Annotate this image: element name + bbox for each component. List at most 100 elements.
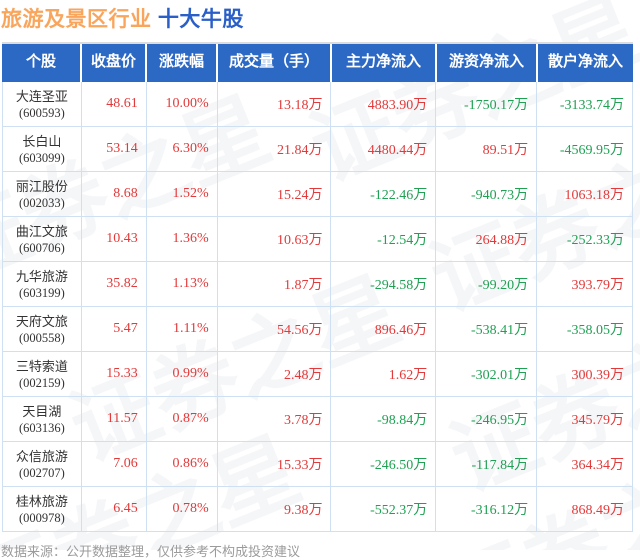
close-price: 15.33	[82, 352, 147, 396]
stock-name: 众信旅游	[15, 448, 68, 464]
main-inflow: 896.46万	[331, 307, 437, 351]
close-price: 11.57	[82, 397, 147, 441]
header-change-percent: 涨跌幅	[147, 44, 218, 82]
title-industry: 旅游及景区行业	[1, 8, 152, 31]
table-row: 九华旅游 (603199) 35.82 1.13% 1.87万 -294.58万…	[3, 262, 632, 307]
main-inflow: -122.46万	[331, 172, 437, 216]
volume: 9.38万	[218, 487, 332, 531]
hot-money-inflow: -302.01万	[436, 352, 538, 396]
table-row: 三特索道 (002159) 15.33 0.99% 2.48万 1.62万 -3…	[3, 352, 632, 397]
table-row: 天目湖 (603136) 11.57 0.87% 3.78万 -98.84万 -…	[3, 397, 632, 442]
retail-inflow: 364.34万	[571, 458, 624, 473]
close-price: 8.68	[82, 172, 147, 216]
hot-money-inflow: -538.41万	[436, 307, 538, 351]
main-inflow: -294.58万	[331, 262, 437, 306]
volume: 1.87万	[218, 262, 332, 306]
stock-cell: 丽江股份 (002033)	[3, 172, 82, 216]
stock-cell: 大连圣亚 (600593)	[3, 82, 82, 126]
volume: 54.56万	[218, 307, 332, 351]
change-percent: 0.87%	[147, 397, 218, 441]
volume: 15.24万	[218, 172, 332, 216]
stock-code: (002707)	[19, 465, 65, 480]
stock-name: 曲江文旅	[15, 223, 68, 239]
main-inflow: 1.62万	[331, 352, 437, 396]
retail-inflow: 868.49万	[571, 503, 624, 518]
stock-code: (603099)	[19, 150, 65, 165]
stock-table: 个股 收盘价 涨跌幅 成交量（手） 主力净流入 游资净流入 散户净流入 大连圣亚…	[2, 42, 633, 532]
volume: 15.33万	[218, 442, 332, 486]
change-percent: 0.99%	[147, 352, 218, 396]
table-row: 桂林旅游 (000978) 6.45 0.78% 9.38万 -552.37万 …	[3, 487, 632, 532]
hot-money-inflow: -940.73万	[436, 172, 538, 216]
retail-inflow: -252.33万	[566, 233, 624, 248]
change-percent: 1.36%	[147, 217, 218, 261]
change-percent: 0.78%	[147, 487, 218, 531]
main-inflow: 4883.90万	[331, 82, 437, 126]
retail-inflow: 393.79万	[571, 278, 624, 293]
table-header-row: 个股 收盘价 涨跌幅 成交量（手） 主力净流入 游资净流入 散户净流入	[2, 42, 633, 82]
stock-cell: 桂林旅游 (000978)	[3, 487, 82, 531]
retail-inflow: -3133.74万	[559, 98, 624, 113]
main-inflow: -246.50万	[331, 442, 437, 486]
retail-inflow: -4569.95万	[559, 143, 624, 158]
stock-code: (603136)	[19, 420, 65, 435]
stock-cell: 众信旅游 (002707)	[3, 442, 82, 486]
stock-code: (000978)	[19, 510, 65, 525]
volume: 10.63万	[218, 217, 332, 261]
change-percent: 1.11%	[147, 307, 218, 351]
close-price: 7.06	[82, 442, 147, 486]
hot-money-inflow: 264.88万	[436, 217, 538, 261]
stock-code: (002159)	[19, 375, 65, 390]
retail-inflow: 1063.18万	[564, 188, 624, 203]
change-percent: 1.52%	[147, 172, 218, 216]
change-percent: 1.13%	[147, 262, 218, 306]
retail-inflow: -358.05万	[566, 323, 624, 338]
table-row: 天府文旅 (000558) 5.47 1.11% 54.56万 896.46万 …	[3, 307, 632, 352]
stock-code: (600706)	[19, 240, 65, 255]
retail-inflow: 345.79万	[571, 413, 624, 428]
stock-name: 天府文旅	[15, 313, 68, 329]
header-retail-inflow: 散户净流入	[538, 44, 633, 82]
hot-money-inflow: -99.20万	[436, 262, 538, 306]
main-inflow: -98.84万	[331, 397, 437, 441]
stock-name: 长白山	[22, 133, 62, 149]
header-volume: 成交量（手）	[218, 44, 332, 82]
page-title: 旅游及景区行业 十大牛股	[0, 6, 640, 34]
stock-name: 三特索道	[15, 358, 68, 374]
stock-code: (000558)	[19, 330, 65, 345]
table-row: 众信旅游 (002707) 7.06 0.86% 15.33万 -246.50万…	[3, 442, 632, 487]
title-suffix: 十大牛股	[157, 8, 244, 31]
close-price: 48.61	[82, 82, 147, 126]
main-inflow: -12.54万	[331, 217, 437, 261]
volume: 13.18万	[218, 82, 332, 126]
header-close-price: 收盘价	[82, 44, 147, 82]
table-row: 曲江文旅 (600706) 10.43 1.36% 10.63万 -12.54万…	[3, 217, 632, 262]
table-row: 丽江股份 (002033) 8.68 1.52% 15.24万 -122.46万…	[3, 172, 632, 217]
volume: 2.48万	[218, 352, 332, 396]
change-percent: 0.86%	[147, 442, 218, 486]
close-price: 5.47	[82, 307, 147, 351]
stock-code: (600593)	[19, 105, 65, 120]
stock-name: 大连圣亚	[15, 88, 68, 104]
close-price: 35.82	[82, 262, 147, 306]
close-price: 6.45	[82, 487, 147, 531]
data-source-note: 数据来源：公开数据整理，仅供参考不构成投资建议	[1, 544, 301, 559]
stock-name: 九华旅游	[15, 268, 68, 284]
change-percent: 6.30%	[147, 127, 218, 171]
main-inflow: 4480.44万	[331, 127, 437, 171]
retail-inflow: 300.39万	[571, 368, 624, 383]
hot-money-inflow: -316.12万	[436, 487, 538, 531]
stock-cell: 天目湖 (603136)	[3, 397, 82, 441]
hot-money-inflow: -117.84万	[436, 442, 538, 486]
stock-code: (002033)	[19, 195, 65, 210]
stock-cell: 长白山 (603099)	[3, 127, 82, 171]
table-body: 大连圣亚 (600593) 48.61 10.00% 13.18万 4883.9…	[2, 82, 633, 532]
stock-code: (603199)	[19, 285, 65, 300]
hot-money-inflow: -1750.17万	[436, 82, 538, 126]
header-main-inflow: 主力净流入	[332, 44, 437, 82]
table-row: 长白山 (603099) 53.14 6.30% 21.84万 4480.44万…	[3, 127, 632, 172]
main-inflow: -552.37万	[331, 487, 437, 531]
volume: 21.84万	[218, 127, 332, 171]
close-price: 53.14	[82, 127, 147, 171]
